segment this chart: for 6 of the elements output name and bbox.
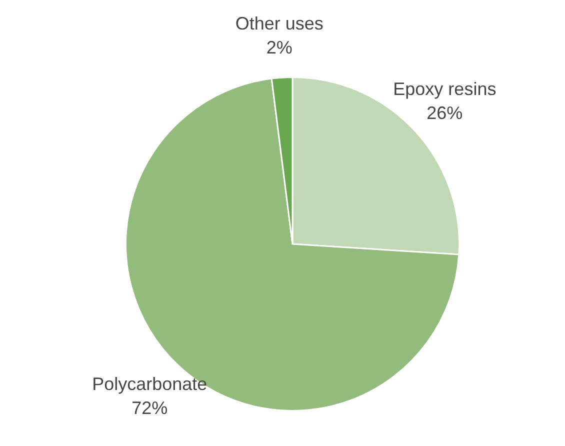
data-label: 26% xyxy=(426,103,463,124)
slice-label: Polycarbonate xyxy=(92,374,208,394)
slice-label: Other uses xyxy=(235,14,324,34)
data-label: 72% xyxy=(132,398,168,418)
slice-label: Epoxy resins xyxy=(393,79,496,100)
data-label: 2% xyxy=(266,38,292,58)
